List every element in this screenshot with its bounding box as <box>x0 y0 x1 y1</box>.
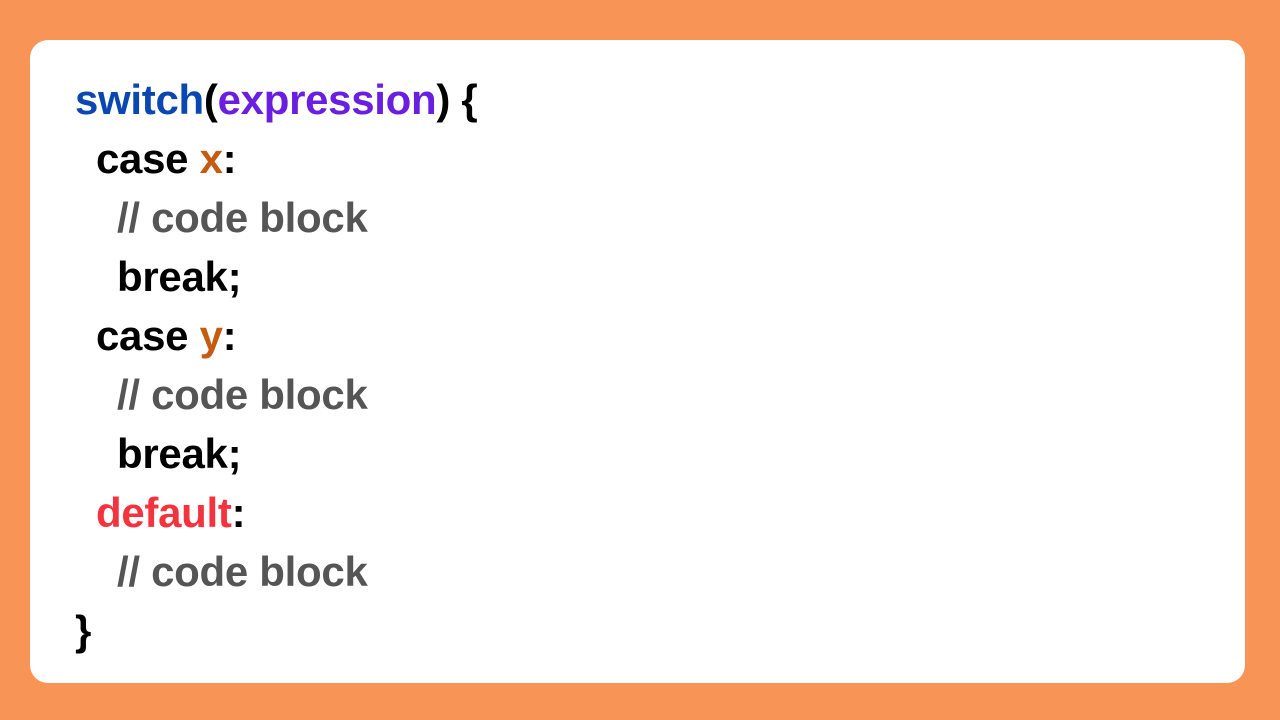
case-colon: : <box>222 312 237 359</box>
comment-line: // code block <box>75 542 477 601</box>
close-paren-brace: ) { <box>436 76 478 123</box>
break-line: break; <box>75 247 477 306</box>
break-line: break; <box>75 424 477 483</box>
comment-line: // code block <box>75 365 477 424</box>
comment-text: // code block <box>117 194 368 241</box>
case-keyword: case <box>96 135 200 182</box>
case-x-line: case x: <box>75 129 477 188</box>
break-statement: break; <box>117 430 242 477</box>
comment-text: // code block <box>117 548 368 595</box>
open-paren: ( <box>203 76 218 123</box>
break-statement: break; <box>117 253 242 300</box>
code-card: switch(expression) { case x: // code blo… <box>30 40 1245 683</box>
case-keyword: case <box>96 312 200 359</box>
switch-keyword: switch <box>75 76 204 123</box>
case-colon: : <box>222 135 237 182</box>
switch-line: switch(expression) { <box>75 70 478 129</box>
closing-brace: } <box>75 607 92 654</box>
code-snippet: switch(expression) { case x: // code blo… <box>75 70 478 660</box>
comment-line: // code block <box>75 188 477 247</box>
default-line: default: <box>75 483 477 542</box>
case-value: y <box>199 312 223 359</box>
case-y-line: case y: <box>75 306 477 365</box>
case-value: x <box>199 135 223 182</box>
default-keyword: default <box>96 489 232 536</box>
comment-text: // code block <box>117 371 368 418</box>
closing-brace-line: } <box>75 601 477 660</box>
expression-token: expression <box>217 76 437 123</box>
default-colon: : <box>231 489 246 536</box>
